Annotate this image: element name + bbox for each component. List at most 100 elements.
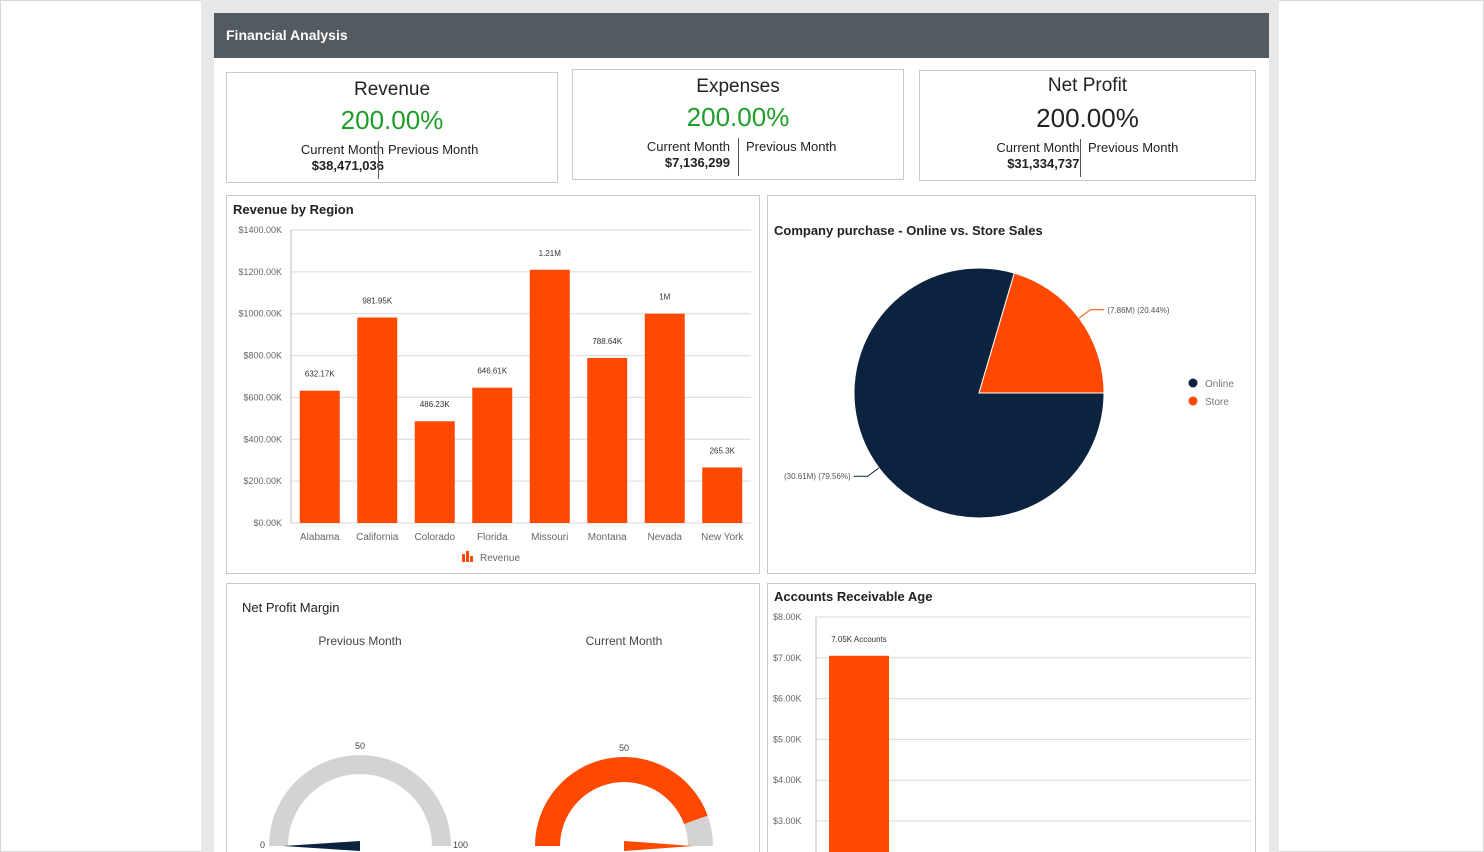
gauge-tick-label: 0 (260, 840, 265, 850)
kpi-divider (378, 141, 379, 179)
y-tick-label: $7.00K (773, 653, 802, 663)
kpi-previous-label: Previous Month (388, 142, 479, 157)
y-tick-label: $6.00K (773, 694, 802, 704)
bar (357, 317, 398, 523)
legend-swatch (462, 554, 465, 562)
pie-slice (978, 272, 1105, 394)
net-profit-margin-gauges: Previous Month 50 0 100 Current Month 50 (260, 634, 713, 851)
x-tick-label: California (356, 532, 399, 543)
kpi-current-label: Current Month (996, 140, 1080, 155)
x-tick-label: Montana (588, 532, 627, 543)
legend-label: Store (1205, 397, 1229, 408)
kpi-card-net-profit[interactable]: Net Profit 200.00% Current Month $31,334… (919, 70, 1256, 181)
kpi-card-revenue[interactable]: Revenue 200.00% Current Month $38,471,03… (226, 72, 558, 183)
kpi-value: 200.00% (340, 105, 444, 135)
y-tick-label: $800.00K (243, 351, 282, 361)
bar-data-label: 646.61K (477, 367, 507, 376)
dashboard-content: Revenue 200.00% Current Month $38,471,03… (214, 58, 1269, 852)
bar (472, 387, 513, 523)
dashboard-title: Financial Analysis (226, 27, 348, 43)
x-tick-label: Alabama (300, 532, 340, 543)
legend-label: Revenue (480, 553, 520, 564)
bar (644, 313, 685, 523)
bar (702, 467, 743, 523)
bar (829, 655, 889, 852)
legend-swatch (466, 551, 469, 562)
chart-title: Net Profit Margin (242, 600, 340, 615)
kpi-title: Revenue (353, 79, 431, 100)
dashboard-header: Financial Analysis (214, 13, 1269, 58)
revenue-bar-chart: $0.00K $200.00K $400.00K $600.00K $800.00K $1… (238, 225, 751, 564)
bar-data-label: 1M (659, 293, 670, 302)
legend-label: Online (1205, 379, 1234, 390)
y-tick-label: $1400.00K (238, 225, 282, 235)
bar (587, 357, 628, 523)
kpi-value: 200.00% (686, 102, 790, 132)
x-tick-label: Florida (477, 532, 508, 543)
online-store-pie-chart: (30.61M) (79.56%) (7.86M) (20.44%) Online S… (784, 267, 1234, 519)
gauge-title: Current Month (586, 634, 663, 648)
x-tick-label: New York (701, 532, 744, 543)
y-tick-label: $4.00K (773, 775, 802, 785)
online-vs-store-panel: Company purchase - Online vs. Store Sale… (767, 195, 1256, 574)
chart-title: Revenue by Region (233, 202, 354, 217)
gauge-title: Previous Month (318, 634, 401, 648)
kpi-current-amount: $31,334,737 (1007, 156, 1080, 171)
pie-leader-line (853, 467, 880, 477)
accounts-receivable-bar-chart: $3.00K $4.00K $5.00K $6.00K $7.00K $8.00K 7.05… (773, 612, 1251, 852)
legend-marker (1188, 396, 1198, 406)
y-tick-label: $200.00K (243, 476, 282, 486)
bar-data-label: 981.95K (362, 296, 392, 305)
kpi-card-expenses[interactable]: Expenses 200.00% Current Month $7,136,29… (572, 69, 904, 180)
pie-data-label: (30.61M) (79.56%) (784, 472, 851, 481)
gauge-needle (624, 841, 693, 851)
x-tick-label: Nevada (648, 532, 683, 543)
gauge-track (269, 755, 451, 846)
bar (529, 269, 570, 523)
gauge-tick-label: 50 (355, 741, 365, 751)
y-tick-label: $1000.00K (238, 309, 282, 319)
kpi-title: Net Profit (1047, 75, 1128, 96)
y-tick-label: $3.00K (773, 816, 802, 826)
bar-data-label: 632.17K (305, 370, 335, 379)
kpi-divider (1080, 139, 1081, 177)
kpi-previous-label: Previous Month (746, 139, 837, 154)
pie-leader-line (1078, 309, 1105, 319)
kpi-current-label: Current Month (300, 142, 384, 157)
net-profit-margin-panel: Net Profit Margin Previous Month 50 0 100 Cu… (226, 583, 760, 852)
kpi-title: Expenses (696, 76, 780, 97)
accounts-receivable-panel: Accounts Receivable Age $3.00K $4.00K $5.0… (767, 583, 1256, 852)
bar (299, 390, 340, 523)
bar (414, 421, 455, 523)
gauge-fill (535, 757, 708, 846)
kpi-value: 200.00% (1036, 103, 1139, 133)
bar-data-label: 788.64K (592, 337, 622, 346)
kpi-current-month: Current Month $7,136,299 (647, 139, 738, 171)
x-tick-label: Colorado (414, 532, 455, 543)
x-tick-label: Missouri (531, 532, 568, 543)
bar-data-label: 7.05K Accounts (831, 635, 887, 644)
pie-data-label: (7.86M) (20.44%) (1107, 306, 1170, 315)
y-tick-label: $1200.00K (238, 267, 282, 277)
kpi-current-month: Current Month $31,334,737 (996, 140, 1087, 172)
gauge-needle (283, 841, 360, 851)
bar-data-label: 265.3K (710, 446, 736, 455)
y-tick-label: $5.00K (773, 734, 802, 744)
gauge-tick-label: 100 (453, 840, 468, 850)
y-tick-label: $400.00K (243, 434, 282, 444)
bar-data-label: 1.21M (539, 249, 562, 258)
kpi-current-amount: $38,471,036 (311, 158, 384, 173)
chart-title: Accounts Receivable Age (774, 589, 933, 604)
y-tick-label: $8.00K (773, 612, 802, 622)
revenue-by-region-panel: Revenue by Region $0.00K $200.00K $400.00K… (226, 195, 760, 574)
gauge-tick-label: 50 (619, 743, 629, 753)
kpi-previous-label: Previous Month (1088, 140, 1179, 155)
y-tick-label: $0.00K (253, 518, 282, 528)
kpi-current-amount: $7,136,299 (664, 155, 730, 170)
kpi-current-label: Current Month (646, 139, 730, 154)
bar-data-label: 486.23K (420, 400, 450, 409)
kpi-current-month: Current Month $38,471,036 (301, 142, 392, 174)
legend-swatch (470, 556, 473, 562)
legend-marker (1188, 378, 1198, 388)
kpi-divider (738, 138, 739, 176)
